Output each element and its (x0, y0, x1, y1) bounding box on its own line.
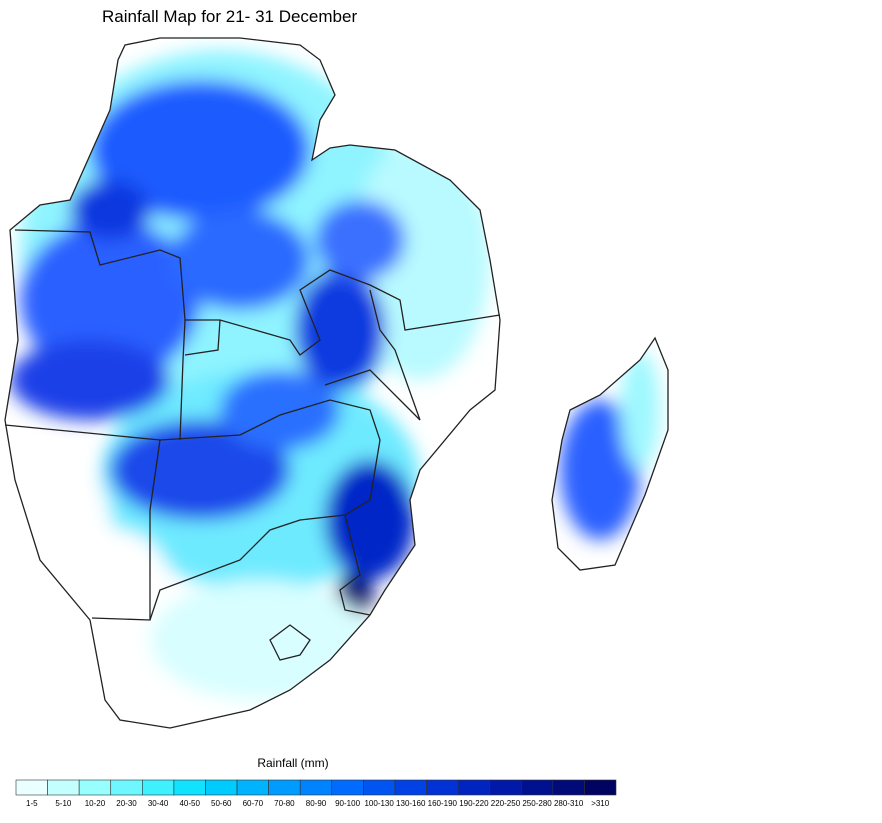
legend-swatch (110, 779, 143, 796)
legend-label: 80-90 (306, 799, 327, 808)
legend-swatch (457, 779, 490, 796)
legend-swatch (15, 779, 48, 796)
legend-label: 100-130 (364, 799, 394, 808)
legend-label: 30-40 (148, 799, 169, 808)
legend-swatch (331, 779, 364, 796)
legend-swatch (142, 779, 175, 796)
legend-swatch (520, 779, 554, 796)
legend-label: 40-50 (179, 799, 200, 808)
legend-swatch (268, 779, 301, 796)
legend-label: 250-280 (522, 799, 552, 808)
legend-swatch (236, 779, 269, 796)
legend-label: 90-100 (335, 799, 360, 808)
legend-swatch (47, 779, 80, 796)
legend-label: 130-160 (396, 799, 426, 808)
legend-label: 1-5 (26, 799, 38, 808)
legend-swatch (299, 779, 333, 796)
legend-label: 20-30 (116, 799, 137, 808)
legend-label: >310 (591, 799, 610, 808)
legend-label: 70-80 (274, 799, 295, 808)
legend-swatch (489, 779, 522, 796)
legend-label: 50-60 (211, 799, 232, 808)
legend-label: 5-10 (55, 799, 72, 808)
legend-label: 10-20 (85, 799, 106, 808)
legend: 1-5 5-10 10-20 20-30 30-40 40-50 50-60 60-70 70-… (15, 779, 617, 808)
country-borders (4, 37, 669, 729)
legend-swatch (426, 779, 459, 796)
legend-label: 280-310 (554, 799, 584, 808)
legend-swatch (173, 779, 206, 796)
legend-swatch (363, 779, 396, 796)
legend-title: Rainfall (mm) (257, 756, 328, 770)
legend-swatch (552, 779, 585, 796)
legend-swatch (584, 779, 617, 796)
rainfall-field (5, 38, 668, 728)
map-title: Rainfall Map for 21- 31 December (102, 7, 357, 26)
legend-label: 220-250 (491, 799, 521, 808)
legend-label: 190-220 (459, 799, 489, 808)
legend-label: 160-190 (428, 799, 458, 808)
legend-label: 60-70 (243, 799, 264, 808)
legend-swatch (78, 779, 112, 796)
legend-swatch (394, 779, 427, 796)
legend-swatch (205, 779, 238, 796)
